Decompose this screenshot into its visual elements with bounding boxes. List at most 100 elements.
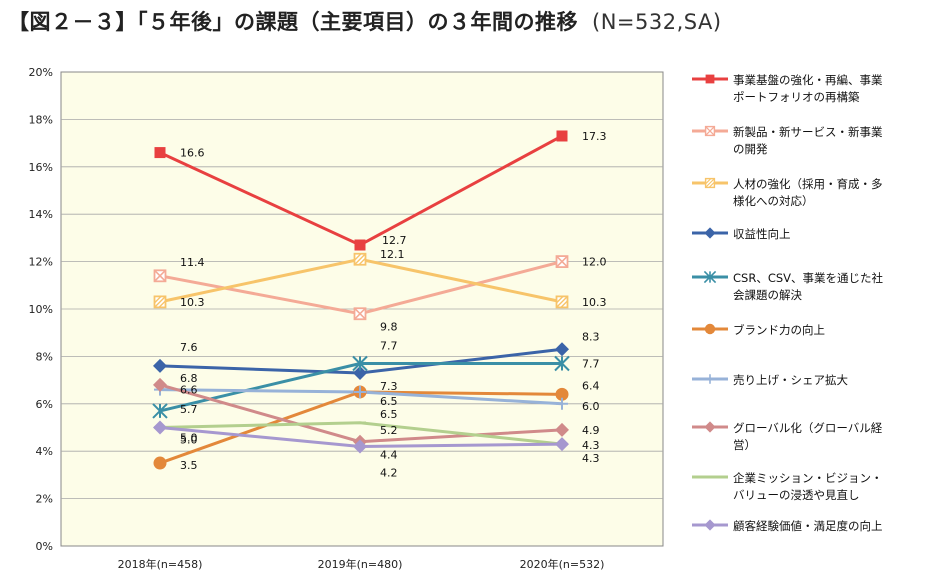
marker-point	[153, 456, 167, 470]
data-label: 17.3	[582, 130, 607, 143]
marker-circle	[153, 456, 167, 470]
legend-swatch	[692, 177, 728, 189]
data-label: 7.7	[582, 358, 600, 371]
y-tick-label: 12%	[29, 256, 53, 269]
marker-plus	[705, 374, 715, 384]
data-label: 7.7	[380, 340, 398, 353]
marker-point	[353, 307, 367, 321]
data-label: 6.4	[582, 379, 600, 392]
data-label: 4.4	[380, 449, 398, 462]
legend-swatch	[692, 74, 728, 84]
marker-point	[353, 365, 367, 380]
y-tick-label: 8%	[36, 350, 53, 363]
marker-point	[705, 374, 715, 384]
marker-point	[555, 255, 569, 269]
marker-point	[556, 130, 568, 142]
data-label: 6.8	[180, 372, 198, 385]
x-tick-label: 2018年(n=458)	[118, 557, 203, 571]
legend-swatch	[692, 323, 728, 335]
marker-point	[353, 439, 367, 454]
y-tick-label: 16%	[29, 161, 53, 174]
marker-point	[704, 421, 716, 433]
marker-star	[352, 355, 368, 372]
data-label: 5.7	[180, 403, 198, 416]
legend-swatch	[692, 421, 728, 433]
chart-title: 【図２－３】「５年後」の課題（主要項目）の３年間の推移 (N=532,SA)	[8, 6, 722, 36]
marker-point	[152, 403, 168, 419]
y-tick-label: 6%	[36, 398, 53, 411]
legend-label: 事業基盤の強化・再編、事業ポートフォリオの再構築	[733, 73, 883, 104]
data-label: 5.2	[380, 424, 398, 437]
marker-point	[704, 125, 716, 137]
legend-label: グローバル化（グローバル経営）	[733, 421, 883, 452]
marker-cross	[353, 307, 367, 320]
marker-star	[703, 270, 717, 284]
marker-point	[703, 270, 717, 284]
marker-point	[704, 519, 716, 531]
data-label: 4.2	[380, 466, 398, 479]
marker-point	[555, 295, 569, 309]
marker-square	[354, 239, 366, 251]
data-label: 5.0	[180, 432, 198, 445]
y-tick-label: 14%	[29, 208, 53, 221]
legend-label: 企業ミッション・ビジョン・バリューの浸透や見直し	[733, 471, 883, 502]
y-tick-label: 20%	[29, 66, 53, 79]
marker-diamond	[704, 519, 716, 531]
x-tick-label: 2020年(n=532)	[520, 557, 605, 571]
data-label: 7.6	[180, 341, 198, 354]
marker-cross	[705, 126, 715, 136]
marker-diamond	[555, 437, 569, 452]
y-tick-label: 4%	[36, 445, 53, 458]
data-label: 4.3	[582, 439, 600, 452]
data-label: 9.8	[380, 321, 398, 334]
marker-slash	[154, 295, 166, 308]
marker-point	[354, 239, 366, 251]
marker-diamond	[353, 439, 367, 454]
marker-point	[554, 355, 570, 372]
marker-point	[555, 422, 569, 437]
legend-swatch	[692, 270, 728, 284]
legend-label: 収益性向上	[733, 227, 791, 241]
y-tick-label: 10%	[29, 303, 53, 316]
marker-point	[352, 355, 368, 372]
subtitle-text: (N=532,SA)	[592, 10, 722, 34]
marker-diamond	[704, 227, 716, 239]
y-tick-label: 2%	[36, 493, 53, 506]
marker-circle	[704, 323, 716, 335]
marker-cross	[555, 255, 569, 268]
marker-point	[556, 397, 568, 410]
marker-point	[704, 177, 716, 189]
legend-label: ブランド力の向上	[733, 323, 825, 337]
marker-circle	[555, 387, 569, 401]
legend-swatch	[692, 227, 728, 239]
data-label: 16.6	[180, 147, 205, 160]
marker-slash	[354, 253, 366, 266]
marker-plus	[556, 397, 568, 410]
marker-diamond	[704, 421, 716, 433]
marker-point	[353, 252, 367, 266]
marker-diamond	[555, 422, 569, 437]
marker-point	[153, 420, 167, 435]
data-label: 4.9	[582, 424, 600, 437]
legend-swatch	[692, 475, 728, 479]
legend-label: 新製品・新サービス・新事業の開発	[733, 125, 883, 156]
marker-point	[704, 227, 716, 239]
marker-square	[705, 74, 715, 84]
y-tick-label: 18%	[29, 113, 53, 126]
y-tick-label: 0%	[36, 540, 53, 553]
data-label: 7.3	[380, 380, 398, 393]
data-label: 4.3	[582, 452, 600, 465]
marker-point	[705, 74, 715, 84]
data-label: 12.1	[380, 248, 405, 261]
legend-label: 売り上げ・シェア拡大	[733, 373, 848, 387]
legend-swatch	[692, 519, 728, 531]
marker-point	[153, 269, 167, 283]
data-label: 10.3	[582, 296, 607, 309]
legend-label: 顧客経験価値・満足度の向上	[733, 519, 883, 533]
line-chart: 0% 2% 4% 6% 8% 10% 12% 14% 16% 18% 20% 2018年(n=458)…	[29, 66, 664, 571]
data-label: 6.6	[180, 384, 198, 397]
legend-swatch	[692, 374, 728, 384]
marker-slash	[556, 295, 568, 308]
data-label: 12.0	[582, 256, 607, 269]
data-label: 6.5	[380, 395, 398, 408]
